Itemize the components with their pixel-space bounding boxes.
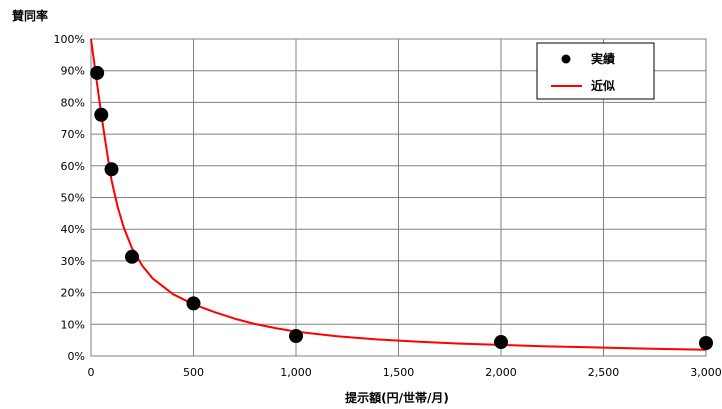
y-tick-label: 100% bbox=[54, 33, 85, 46]
y-tick-label: 0% bbox=[68, 350, 85, 363]
data-point bbox=[494, 335, 508, 350]
data-point bbox=[90, 65, 105, 80]
y-tick-label: 20% bbox=[61, 287, 85, 300]
legend-marker-actual bbox=[561, 54, 571, 64]
y-tick-label: 60% bbox=[61, 160, 85, 173]
data-point bbox=[125, 249, 139, 264]
y-tick-label: 30% bbox=[61, 255, 85, 268]
data-point bbox=[186, 296, 201, 311]
series-layer bbox=[90, 38, 713, 351]
x-tick-label: 3,000 bbox=[690, 366, 722, 379]
plot-area-frame bbox=[90, 38, 707, 357]
x-tick-label: 1,000 bbox=[280, 366, 312, 379]
legend-box bbox=[536, 42, 655, 100]
data-point bbox=[104, 162, 119, 177]
axis-tick-labels: 0% 10% 20% 30% 40% 50% 60% 70% 80% 90% 100% 0 500 1,0… bbox=[54, 33, 722, 379]
legend: 実績 近似 bbox=[536, 42, 655, 100]
y-tick-label: 50% bbox=[61, 192, 85, 205]
legend-label-fit: 近似 bbox=[591, 78, 615, 93]
y-tick-label: 90% bbox=[61, 65, 85, 78]
x-tick-label: 1,500 bbox=[383, 366, 415, 379]
data-point bbox=[94, 107, 109, 122]
data-point bbox=[289, 329, 303, 344]
x-tick-label: 2,500 bbox=[588, 366, 620, 379]
legend-label-actual: 実績 bbox=[591, 51, 615, 66]
y-tick-label: 80% bbox=[61, 96, 85, 109]
y-tick-label: 40% bbox=[61, 223, 85, 236]
y-tick-label: 10% bbox=[61, 318, 85, 331]
data-point bbox=[699, 336, 713, 351]
x-axis-title: 提示額(円/世帯/月) bbox=[345, 390, 449, 405]
x-tick-label: 2,000 bbox=[485, 366, 517, 379]
x-tick-label: 500 bbox=[183, 366, 204, 379]
x-tick-label: 0 bbox=[88, 366, 95, 379]
y-axis-title: 賛同率 bbox=[12, 8, 48, 23]
y-tick-label: 70% bbox=[61, 128, 85, 141]
